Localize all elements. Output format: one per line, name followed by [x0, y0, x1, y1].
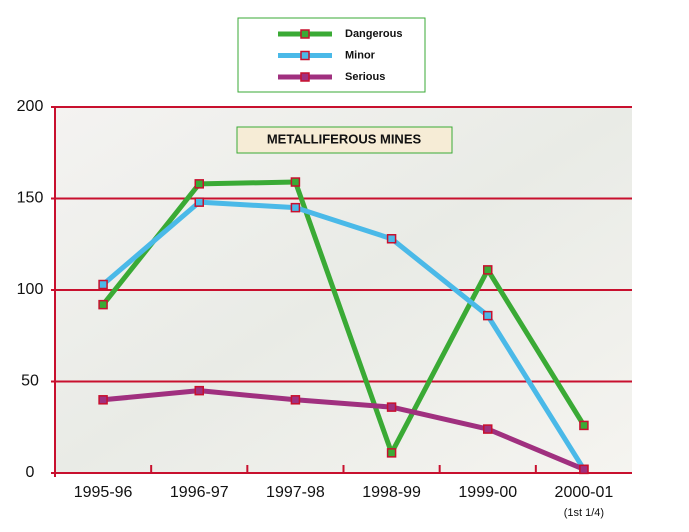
point-marker [194, 385, 204, 396]
x-tick-label: 1995-96 [74, 484, 133, 501]
point-marker [386, 448, 397, 458]
title-box [236, 126, 453, 154]
point-marker [290, 177, 301, 187]
legend-label: Dangerous [345, 28, 402, 40]
point-marker [194, 197, 204, 207]
legend-label: Serious [345, 71, 385, 83]
chart-title: METALLIFEROUS MINES [267, 131, 422, 146]
legend-marker [300, 29, 310, 39]
x-tick-label: 1997-98 [266, 484, 325, 501]
series-line [102, 388, 585, 472]
x-tick-label: 1996-97 [170, 484, 229, 501]
y-tick-label: 0 [26, 464, 35, 481]
point-marker [194, 179, 204, 189]
y-tick-label: 100 [17, 281, 44, 298]
series-line [101, 199, 587, 471]
point-marker [290, 395, 301, 405]
x-tick-label: 1999-00 [458, 484, 517, 501]
point-marker [579, 464, 589, 475]
point-marker [483, 265, 493, 275]
x-note: (1st 1/4) [564, 507, 604, 519]
legend-label: Minor [345, 49, 376, 61]
y-tick-label: 200 [17, 98, 44, 115]
point-marker [483, 424, 493, 434]
point-marker [579, 420, 589, 431]
point-marker [290, 202, 301, 213]
x-tick-label: 2000-01 [555, 484, 614, 501]
point-marker [386, 234, 397, 244]
y-tick-label: 50 [21, 373, 39, 390]
point-marker [483, 310, 493, 321]
y-tick-label: 150 [17, 190, 44, 207]
legend-marker [300, 50, 310, 61]
x-tick-label: 1998-99 [362, 484, 421, 501]
series-line [101, 179, 587, 456]
legend-marker [300, 72, 310, 82]
point-marker [386, 402, 397, 412]
point-marker [98, 395, 108, 405]
point-marker [98, 299, 108, 310]
point-marker [98, 279, 108, 290]
